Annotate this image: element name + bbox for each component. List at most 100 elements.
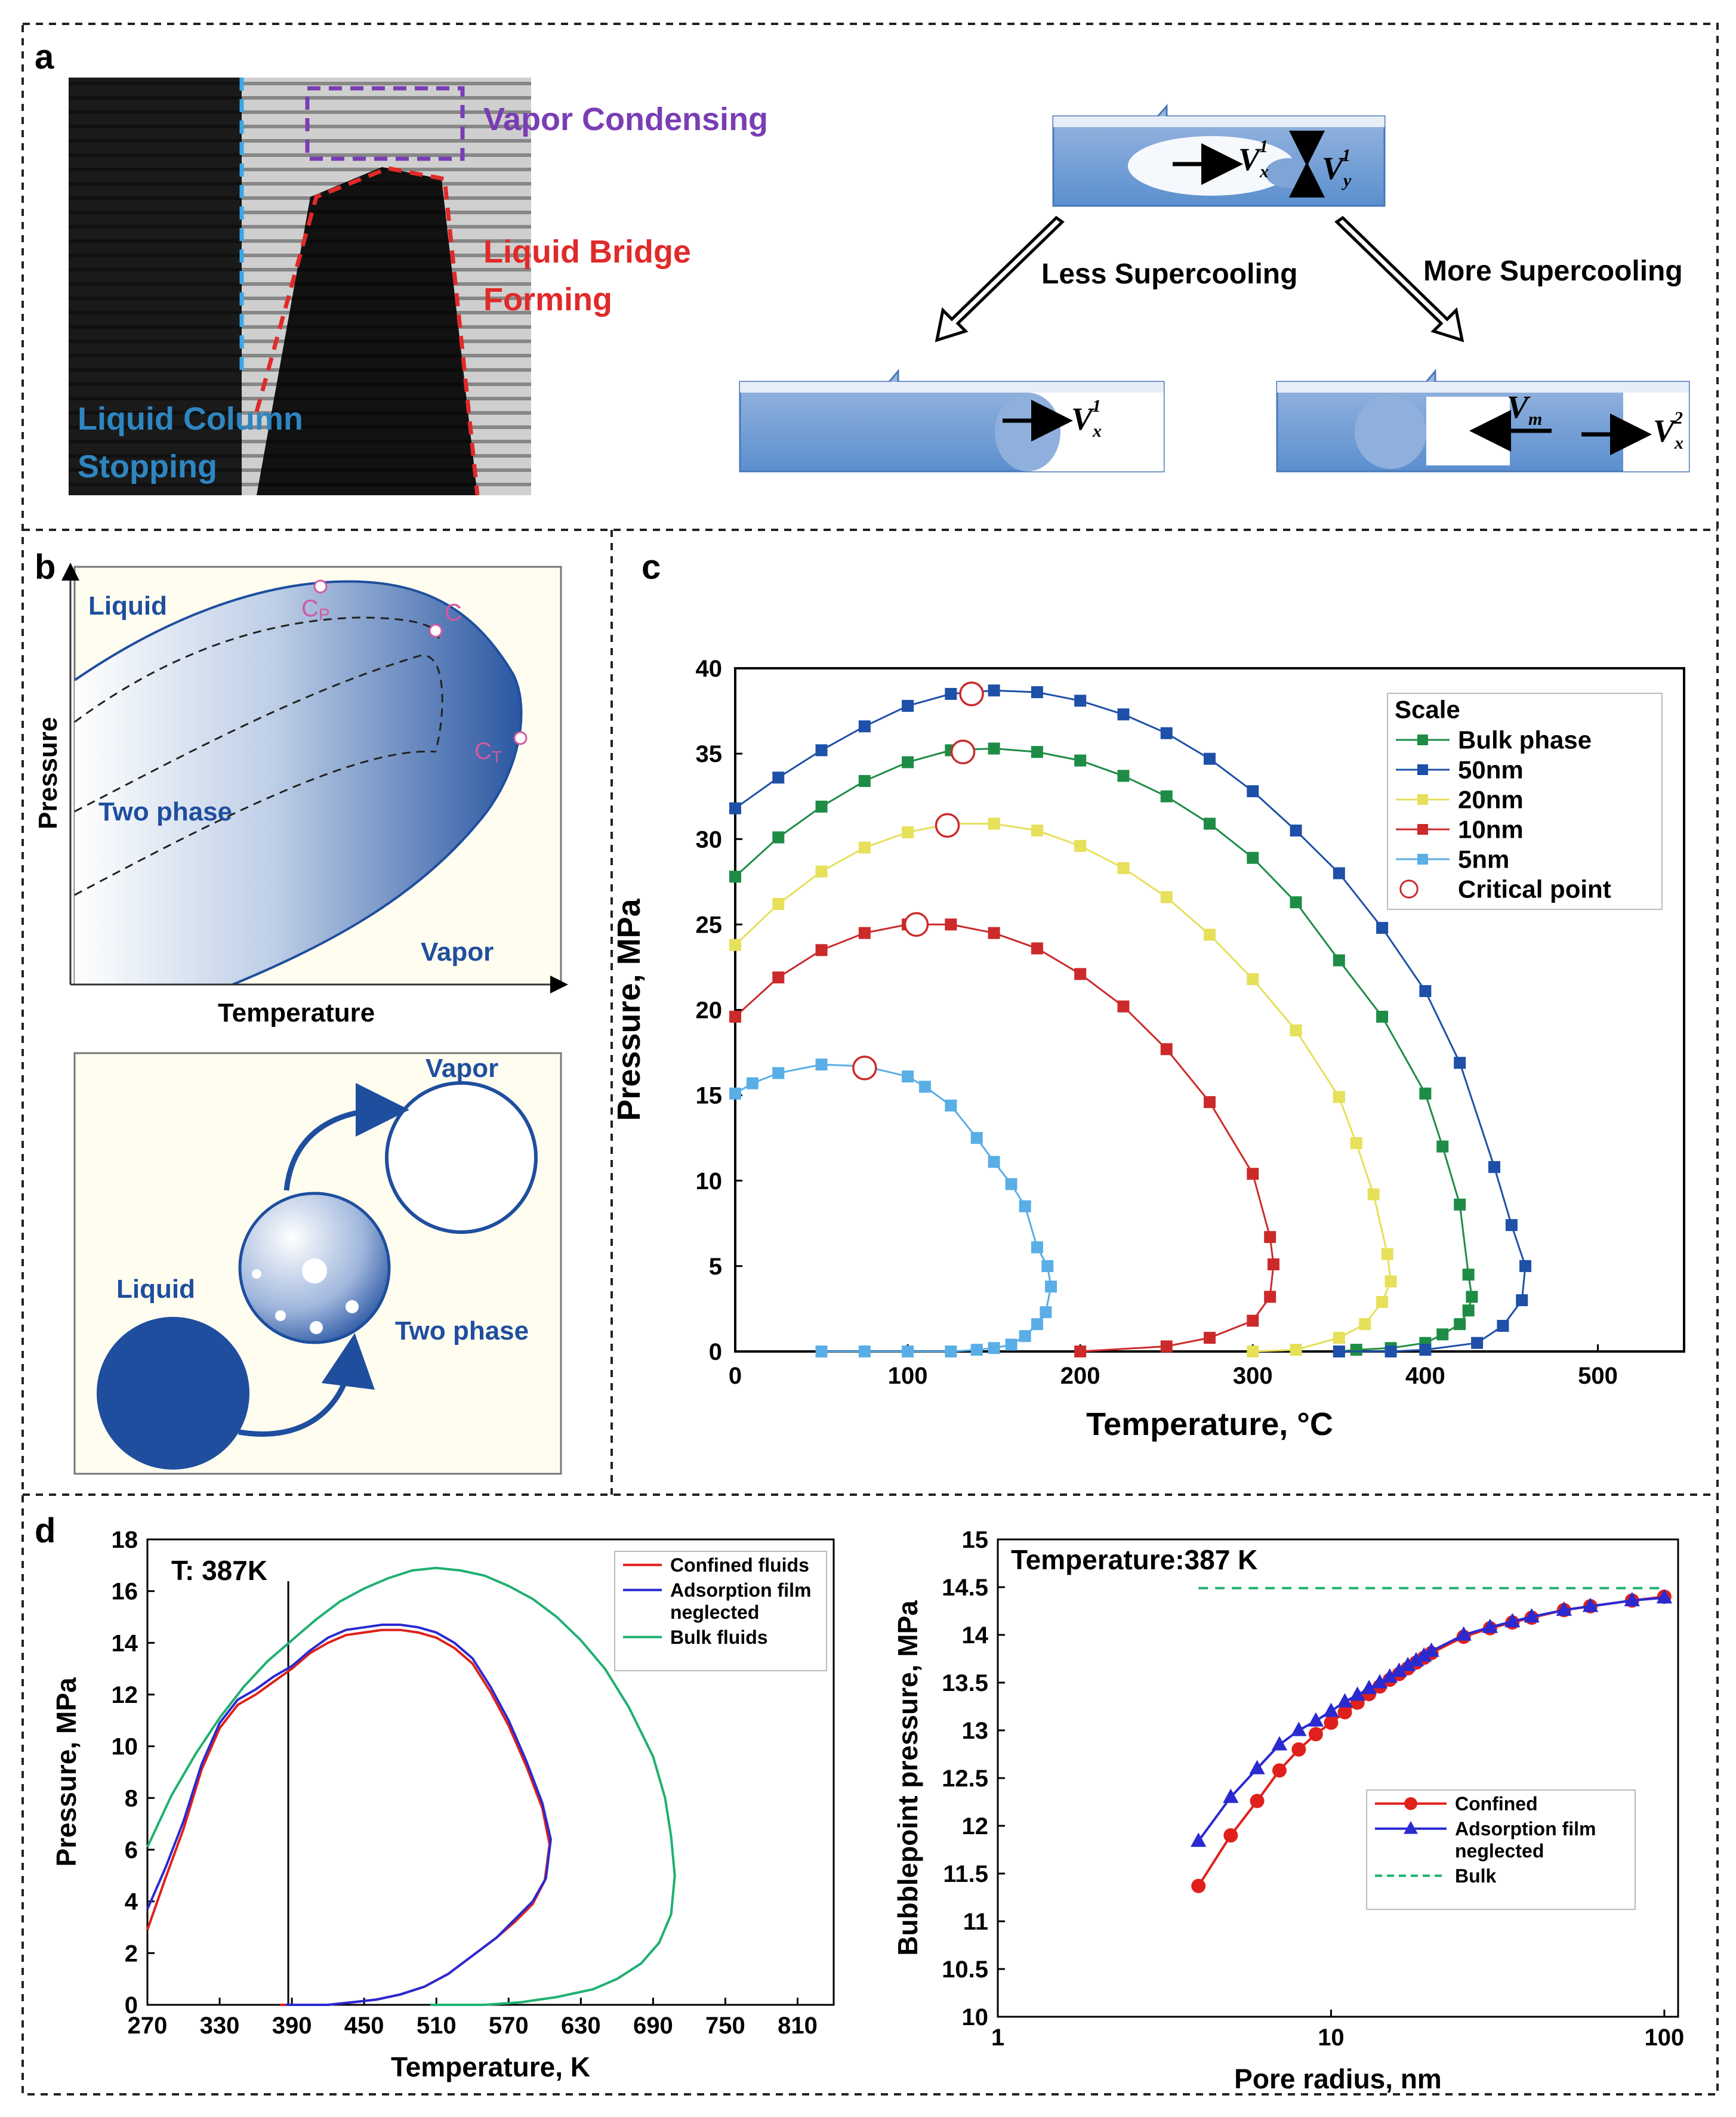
data-point xyxy=(1117,770,1130,782)
data-point xyxy=(1117,708,1130,721)
x-axis-label: Pore radius, nm xyxy=(1234,2063,1442,2094)
data-point xyxy=(1117,862,1130,874)
pd-c-label: C xyxy=(445,600,462,626)
data-point xyxy=(1264,1291,1276,1303)
data-point xyxy=(1385,1275,1397,1288)
data-point xyxy=(988,927,1000,939)
data-point xyxy=(1497,1320,1509,1332)
legend-marker xyxy=(1417,794,1428,805)
series-line-10nm xyxy=(734,923,1275,1353)
y-tick-label: 14 xyxy=(962,1622,989,1649)
data-point xyxy=(1391,1662,1407,1677)
data-point xyxy=(1333,1091,1345,1103)
chart-title: Temperature:387 K xyxy=(1011,1544,1257,1575)
y-tick-label: 10 xyxy=(696,1168,723,1195)
data-point xyxy=(1272,1763,1287,1778)
data-point xyxy=(1367,1188,1380,1201)
data-point xyxy=(945,918,957,931)
data-point xyxy=(1419,1344,1432,1356)
data-point xyxy=(815,744,828,757)
data-point xyxy=(729,1010,741,1023)
data-point xyxy=(1204,752,1216,765)
data-point xyxy=(1074,754,1087,767)
data-point xyxy=(1350,1344,1362,1356)
data-point xyxy=(772,1067,785,1079)
data-point xyxy=(1333,1346,1345,1357)
data-point xyxy=(1160,1340,1173,1353)
micrograph xyxy=(69,78,531,496)
legend-label: 5nm xyxy=(1458,845,1509,874)
y-tick-label: 5 xyxy=(709,1254,722,1280)
legend-label: Adsorption film neglected xyxy=(1455,1818,1596,1862)
data-point xyxy=(772,898,785,911)
y-tick-label: 0 xyxy=(125,1992,138,2019)
data-point xyxy=(1408,1652,1424,1667)
x-tick-label: 510 xyxy=(417,2013,457,2039)
data-point xyxy=(1359,1318,1371,1331)
y-tick-label: 30 xyxy=(696,826,723,853)
data-point xyxy=(1381,1248,1393,1260)
data-point xyxy=(1582,1597,1599,1612)
data-point xyxy=(1041,1260,1054,1272)
data-point xyxy=(1247,785,1259,798)
vm-label: Vm xyxy=(1507,389,1542,429)
series-line-bulk-fluids xyxy=(146,1566,676,2006)
pd-ylabel: Pressure xyxy=(33,717,63,829)
y-tick-label: 15 xyxy=(696,1083,723,1109)
data-point xyxy=(1019,1330,1031,1343)
legend-marker xyxy=(1417,854,1428,865)
phase-schematic xyxy=(73,1052,562,1475)
data-point xyxy=(1247,1168,1259,1180)
data-point xyxy=(1324,1715,1339,1730)
data-point xyxy=(1624,1592,1640,1606)
legend-label: 50nm xyxy=(1458,756,1524,784)
legend-label: Adsorption film neglected xyxy=(670,1579,811,1623)
series-line-5nm xyxy=(735,1063,1052,1353)
data-point xyxy=(988,684,1000,697)
data-point xyxy=(1074,968,1087,980)
y-tick-label: 12 xyxy=(962,1813,989,1840)
panel-letter-b: b xyxy=(35,548,55,587)
vx2-label: Vx2 xyxy=(1653,408,1683,453)
y-tick-label: 16 xyxy=(112,1579,138,1605)
chart-c: 0 100 200 300 400 500 0 5 10 15 20 25 30 35 40 Temperat… xyxy=(611,656,1685,1442)
y-tick-label: 13 xyxy=(962,1718,989,1744)
data-point xyxy=(1466,1291,1478,1303)
data-point xyxy=(1382,1668,1398,1683)
data-point xyxy=(1191,1878,1206,1893)
data-point xyxy=(1160,790,1173,803)
pd-cp-label: CP xyxy=(301,595,330,624)
data-point xyxy=(1160,891,1173,903)
data-point xyxy=(1290,824,1302,837)
y-axis-label: Pressure, MPa xyxy=(51,1677,82,1866)
x-tick-label: 630 xyxy=(561,2013,601,2039)
x-tick-label: 100 xyxy=(888,1363,928,1389)
data-point xyxy=(1454,1318,1466,1331)
data-point xyxy=(858,927,871,939)
data-point xyxy=(1505,1219,1518,1232)
data-point xyxy=(1385,1346,1397,1357)
x-tick-label: 200 xyxy=(1060,1363,1100,1389)
legend-swatch xyxy=(1399,879,1419,899)
data-point xyxy=(1656,1589,1673,1604)
y-axis-label: Pressure, MPa xyxy=(611,898,647,1121)
data-point xyxy=(1308,1712,1324,1727)
vy1-label: Vy1 xyxy=(1322,146,1352,190)
legend-label: Bulk phase xyxy=(1458,726,1592,754)
legend-label: Bulk fluids xyxy=(670,1627,768,1648)
data-point xyxy=(1462,1304,1475,1317)
data-point xyxy=(1419,985,1432,998)
x-tick-label: 690 xyxy=(633,2013,673,2039)
data-point xyxy=(988,1342,1000,1354)
critical-point xyxy=(935,813,960,838)
series-line-bulk-phase xyxy=(734,747,1473,1353)
x-axis-label: Temperature, °C xyxy=(1086,1406,1333,1442)
data-point xyxy=(919,1081,931,1093)
data-point xyxy=(1247,851,1259,864)
data-point xyxy=(1264,1231,1276,1243)
y-tick-label: 11 xyxy=(963,1909,988,1935)
chart-title: T: 387K xyxy=(171,1555,267,1586)
data-point xyxy=(1482,1618,1498,1633)
x-tick-label: 390 xyxy=(272,2013,312,2039)
vx1-bottom-label: Vx1 xyxy=(1071,396,1102,441)
